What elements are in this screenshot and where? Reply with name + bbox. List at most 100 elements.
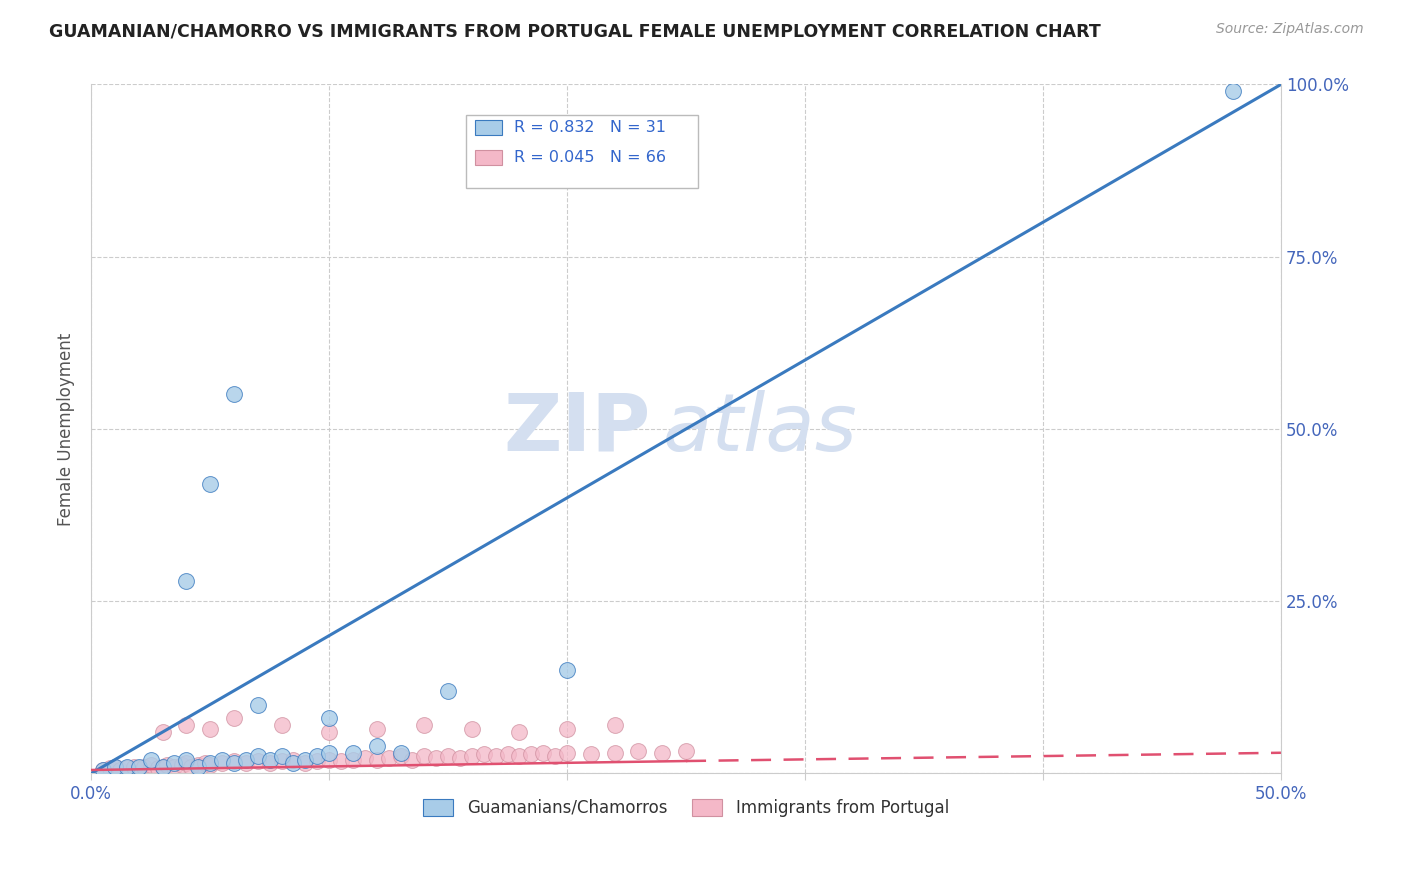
Point	[307, 749, 329, 764]
Point	[198, 477, 221, 491]
Point	[222, 711, 245, 725]
Point	[675, 744, 697, 758]
Point	[449, 751, 471, 765]
Point	[198, 756, 221, 770]
Point	[108, 763, 131, 777]
Point	[520, 747, 543, 761]
Y-axis label: Female Unemployment: Female Unemployment	[58, 333, 75, 525]
Bar	[475, 120, 502, 135]
Point	[139, 758, 162, 772]
Text: ZIP: ZIP	[503, 390, 651, 468]
Point	[176, 718, 198, 732]
Point	[270, 718, 292, 732]
Text: R = 0.045   N = 66: R = 0.045 N = 66	[513, 150, 665, 165]
Point	[128, 761, 150, 775]
Point	[508, 749, 530, 764]
Point	[555, 663, 578, 677]
Point	[211, 753, 233, 767]
Point	[91, 763, 114, 777]
Point	[152, 725, 174, 739]
Point	[413, 749, 436, 764]
Point	[128, 759, 150, 773]
Point	[104, 759, 127, 773]
Point	[235, 756, 257, 770]
Point	[222, 387, 245, 401]
Point	[246, 749, 269, 764]
Point	[401, 753, 423, 767]
Point	[211, 756, 233, 770]
Point	[342, 753, 364, 767]
Point	[98, 761, 121, 775]
Point	[1222, 84, 1244, 98]
Point	[508, 725, 530, 739]
Point	[283, 756, 305, 770]
Point	[366, 722, 388, 736]
Point	[246, 698, 269, 712]
Point	[555, 722, 578, 736]
Point	[152, 759, 174, 773]
Point	[170, 758, 193, 772]
Point	[461, 722, 484, 736]
Point	[307, 754, 329, 768]
Point	[122, 759, 145, 773]
Point	[555, 746, 578, 760]
Point	[318, 725, 340, 739]
Text: R = 0.832   N = 31: R = 0.832 N = 31	[513, 120, 665, 135]
Point	[163, 759, 186, 773]
Point	[294, 756, 316, 770]
Point	[366, 753, 388, 767]
FancyBboxPatch shape	[465, 115, 697, 188]
Point	[603, 746, 626, 760]
Point	[132, 759, 155, 773]
Point	[115, 759, 138, 773]
Point	[437, 683, 460, 698]
Point	[627, 744, 650, 758]
Point	[104, 759, 127, 773]
Text: atlas: atlas	[662, 390, 858, 468]
Point	[246, 754, 269, 768]
Point	[461, 749, 484, 764]
Point	[259, 753, 281, 767]
Point	[389, 749, 412, 764]
Point	[194, 756, 217, 770]
Point	[366, 739, 388, 753]
Point	[377, 751, 399, 765]
Legend: Guamanians/Chamorros, Immigrants from Portugal: Guamanians/Chamorros, Immigrants from Po…	[416, 792, 956, 823]
Point	[187, 758, 209, 772]
Point	[198, 722, 221, 736]
Point	[389, 746, 412, 760]
Point	[163, 756, 186, 770]
Point	[579, 747, 602, 761]
Point	[651, 746, 673, 760]
Point	[152, 759, 174, 773]
Point	[318, 746, 340, 760]
Point	[222, 754, 245, 768]
Point	[318, 753, 340, 767]
Point	[283, 753, 305, 767]
Point	[330, 754, 353, 768]
Point	[544, 749, 567, 764]
Bar	[475, 150, 502, 165]
Point	[176, 756, 198, 770]
Point	[198, 758, 221, 772]
Point	[472, 747, 495, 761]
Point	[259, 756, 281, 770]
Text: GUAMANIAN/CHAMORRO VS IMMIGRANTS FROM PORTUGAL FEMALE UNEMPLOYMENT CORRELATION C: GUAMANIAN/CHAMORRO VS IMMIGRANTS FROM PO…	[49, 22, 1101, 40]
Point	[176, 753, 198, 767]
Point	[115, 761, 138, 775]
Point	[270, 749, 292, 764]
Point	[413, 718, 436, 732]
Point	[485, 749, 508, 764]
Point	[603, 718, 626, 732]
Point	[139, 753, 162, 767]
Point	[176, 574, 198, 588]
Point	[91, 763, 114, 777]
Point	[235, 753, 257, 767]
Point	[496, 747, 519, 761]
Text: Source: ZipAtlas.com: Source: ZipAtlas.com	[1216, 22, 1364, 37]
Point	[353, 751, 375, 765]
Point	[180, 759, 202, 773]
Point	[342, 746, 364, 760]
Point	[146, 761, 169, 775]
Point	[294, 753, 316, 767]
